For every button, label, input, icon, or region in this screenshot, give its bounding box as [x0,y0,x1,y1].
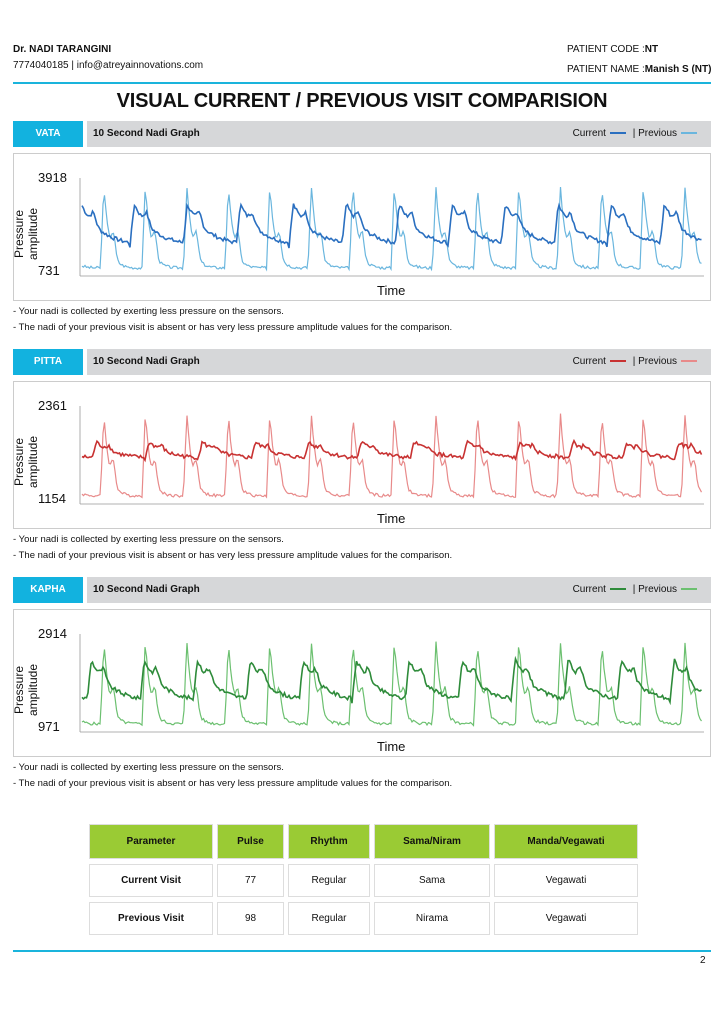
table-row: Current Visit 77 Regular Sama Vegawati [89,864,638,897]
current-swatch [609,360,626,363]
col-header: Sama/Niram [374,824,490,859]
section-tag: KAPHA [13,577,83,603]
current-swatch [609,132,626,135]
cell: Nirama [374,902,490,935]
contact-info: 7774040185 | info@atreyainnovations.com [13,60,204,71]
y-max-tick: 2914 [38,626,67,641]
nadi-chart-pitta: Pressure amplitude 2361 1154 Time [12,381,711,529]
waveform-plot [79,406,704,505]
y-max-tick: 2361 [38,398,67,413]
x-axis-label: Time [377,511,406,526]
col-header: Rhythm [288,824,370,859]
legend: Current | Previous [573,121,701,147]
y-min-tick: 731 [38,263,60,278]
current-series [81,202,702,249]
previous-swatch [681,588,697,591]
page-number: 2 [700,955,706,966]
doctor-name: Dr. NADI TARANGINI [13,44,112,55]
y-min-tick: 971 [38,719,60,734]
cell: Regular [288,864,370,897]
previous-swatch [681,132,697,135]
previous-series [81,641,703,727]
patient-name: PATIENT NAME :Manish S (NT) [567,64,712,75]
current-series [81,438,703,463]
patient-code: PATIENT CODE :NT [567,44,659,55]
cell: Sama [374,864,490,897]
current-swatch [609,588,626,591]
previous-series [81,413,703,499]
legend: Current | Previous [573,349,701,375]
nadi-chart-vata: Pressure amplitude 3918 731 Time [12,153,711,301]
section-bar-kapha: KAPHA 10 Second Nadi Graph Current | Pre… [13,577,711,603]
note: - Your nadi is collected by exerting les… [13,534,284,545]
col-header: Parameter [89,824,213,859]
y-max-tick: 3918 [38,170,67,185]
section-tag: PITTA [13,349,83,375]
legend: Current | Previous [573,577,701,603]
note: - The nadi of your previous visit is abs… [13,322,453,333]
cell: Regular [288,902,370,935]
section-bar-vata: VATA 10 Second Nadi Graph Current | Prev… [13,121,711,147]
section-bar-pitta: PITTA 10 Second Nadi Graph Current | Pre… [13,349,711,375]
cell: 77 [217,864,284,897]
previous-swatch [681,360,697,363]
section-tag: VATA [13,121,83,147]
waveform-plot [79,634,704,733]
graph-title: 10 Second Nadi Graph [93,356,200,367]
waveform-plot [79,178,704,277]
graph-title: 10 Second Nadi Graph [93,584,200,595]
note: - Your nadi is collected by exerting les… [13,762,284,773]
note: - The nadi of your previous visit is abs… [13,550,453,561]
graph-title: 10 Second Nadi Graph [93,128,200,139]
col-header: Pulse [217,824,284,859]
cell: Vegawati [494,864,638,897]
col-header: Manda/Vegawati [494,824,638,859]
page-title: VISUAL CURRENT / PREVIOUS VISIT COMPARIS… [116,90,608,112]
table-row: Previous Visit 98 Regular Nirama Vegawati [89,902,638,935]
y-min-tick: 1154 [38,491,66,506]
header-divider [13,82,711,84]
nadi-chart-kapha: Pressure amplitude 2914 971 Time [12,609,711,757]
cell: Current Visit [89,864,213,897]
cell: Vegawati [494,902,638,935]
footer-divider [13,950,711,952]
current-series [81,655,702,706]
note: - The nadi of your previous visit is abs… [13,778,453,789]
x-axis-label: Time [377,739,406,754]
comparison-table: Parameter Pulse Rhythm Sama/Niram Manda/Vega… [85,819,642,940]
note: - Your nadi is collected by exerting les… [13,306,284,317]
cell: 98 [217,902,284,935]
cell: Previous Visit [89,902,213,935]
x-axis-label: Time [377,283,406,298]
